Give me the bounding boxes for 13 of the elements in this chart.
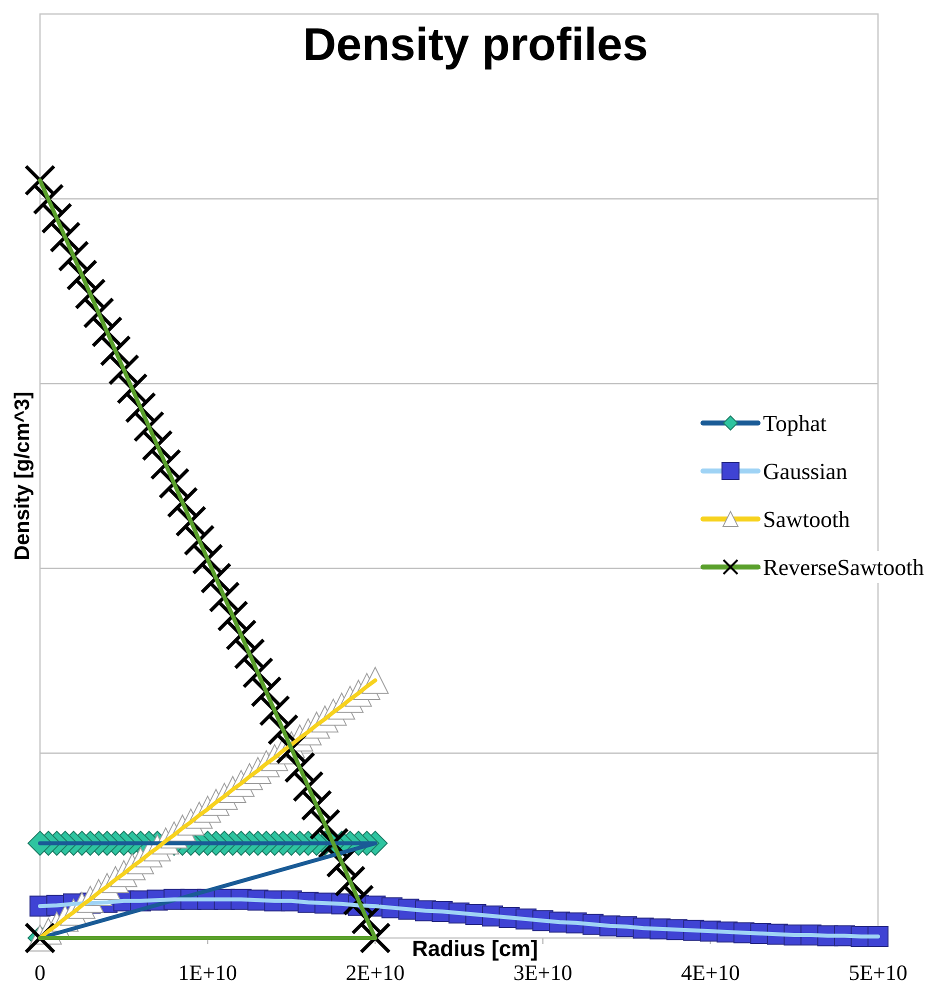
legend-label: Tophat	[763, 411, 828, 436]
x-tick-label: 5E+10	[848, 960, 908, 985]
x-tick-label: 4E+10	[680, 960, 740, 985]
x-tick-label: 3E+10	[513, 960, 572, 985]
y-axis-title: Density [g/cm^3]	[11, 392, 34, 560]
legend-label: Sawtooth	[763, 507, 850, 532]
x-tick-label: 1E+10	[178, 960, 238, 985]
chart-title: Density profiles	[302, 18, 648, 70]
x-axis-title: Radius [cm]	[412, 936, 538, 961]
x-tick-label: 2E+10	[346, 960, 405, 985]
x-tick-label: 0	[34, 960, 46, 985]
legend-label: Gaussian	[763, 459, 848, 484]
legend-label: ReverseSawtooth	[763, 555, 924, 580]
